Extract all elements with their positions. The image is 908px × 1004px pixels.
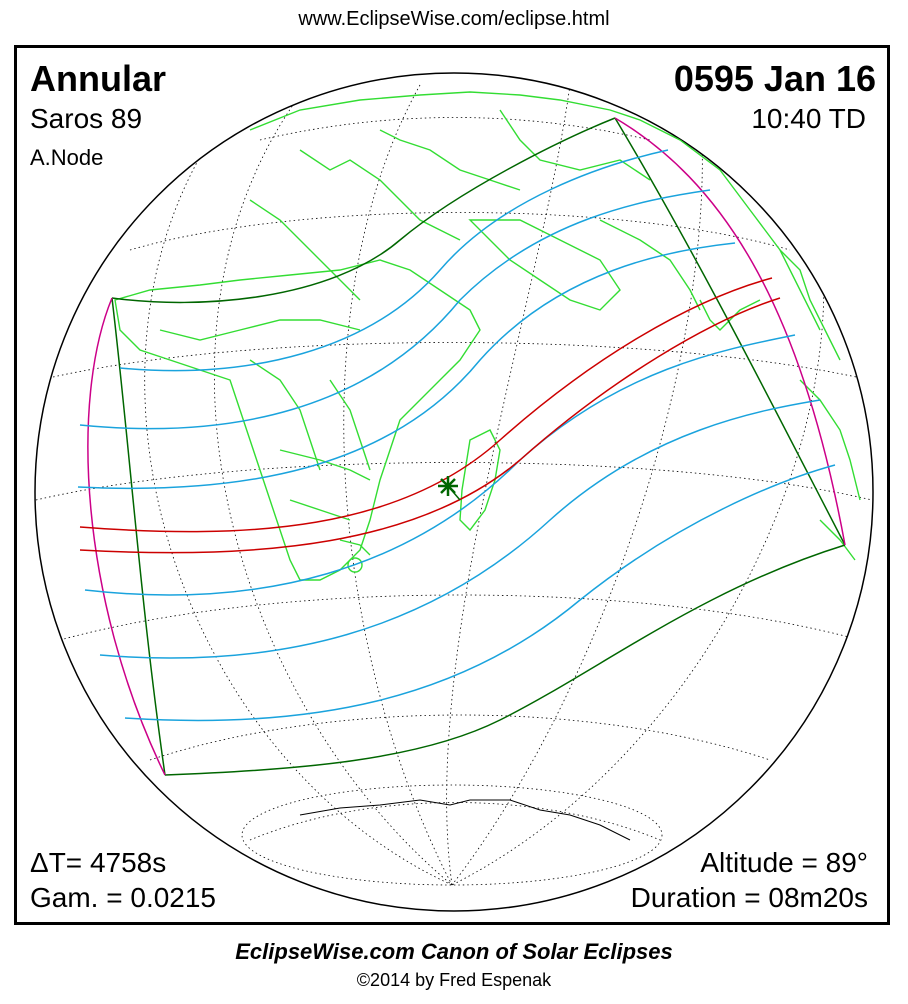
- coastlines: [114, 91, 861, 841]
- central-duration: Duration = 08m20s: [630, 882, 868, 913]
- delta-t: ΔT= 4758s: [30, 847, 167, 878]
- central-path: [79, 277, 781, 554]
- penumbra-limits: [111, 117, 846, 776]
- map-frame: [14, 45, 890, 925]
- canon-title: EclipseWise.com Canon of Solar Eclipses: [235, 939, 673, 964]
- greatest-eclipse-marker: [438, 476, 461, 501]
- gamma-value: Gam. = 0.0215: [30, 882, 217, 913]
- lunar-node: A.Node: [30, 145, 104, 170]
- source-url: www.EclipseWise.com/eclipse.html: [298, 8, 610, 30]
- copyright: ©2014 by Fred Espenak: [356, 970, 552, 990]
- eclipse-date: 0595 Jan 16: [673, 58, 876, 99]
- eclipse-time: 10:40 TD: [751, 103, 866, 134]
- rise-set-curves: [87, 117, 846, 776]
- antarctic-circle: [241, 784, 663, 886]
- graticule: [35, 84, 873, 886]
- magnitude-lines: [77, 149, 836, 722]
- sun-altitude: Altitude = 89°: [700, 847, 868, 878]
- eclipse-type: Annular: [30, 58, 167, 99]
- saros-number: Saros 89: [30, 103, 143, 134]
